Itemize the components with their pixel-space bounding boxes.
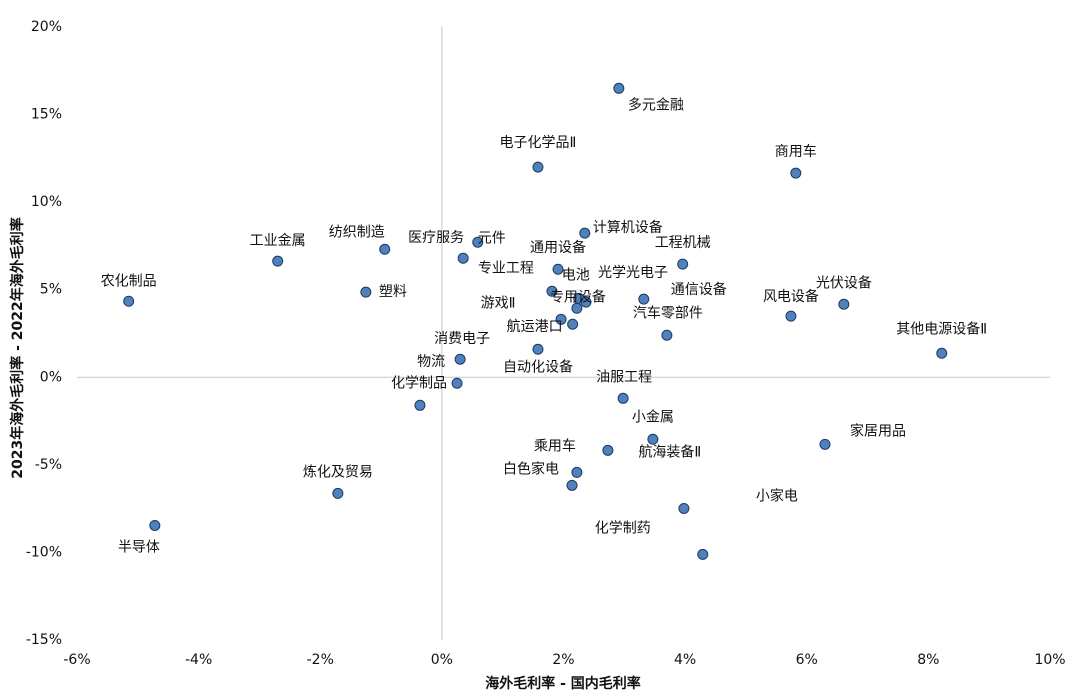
point xyxy=(552,263,564,275)
point-label: 自动化设备 xyxy=(503,358,573,375)
point xyxy=(567,318,579,330)
point xyxy=(661,329,673,341)
x-tick-label: 6% xyxy=(796,652,818,668)
point-label: 专业工程 xyxy=(478,260,534,276)
point xyxy=(532,161,544,173)
y-tick-label: 10% xyxy=(31,194,62,210)
point xyxy=(332,487,344,499)
point xyxy=(272,255,284,267)
y-tick-label: 5% xyxy=(40,282,62,298)
point-label: 计算机设备 xyxy=(593,219,663,236)
point xyxy=(838,298,850,310)
point xyxy=(451,377,463,389)
y-tick-label: -15% xyxy=(26,632,62,648)
point-label: 小金属 xyxy=(632,409,674,425)
y-tick-label: 15% xyxy=(31,107,62,123)
point-label: 多元金融 xyxy=(628,96,684,113)
point-label: 专用设备 xyxy=(550,288,606,305)
point-label: 炼化及贸易 xyxy=(303,464,373,480)
point xyxy=(360,286,372,298)
point-label: 化学制品 xyxy=(391,375,447,391)
point-label: 风电设备 xyxy=(763,288,819,305)
point-label: 电子化学品Ⅱ xyxy=(500,135,577,151)
point-label: 消费电子 xyxy=(434,331,490,347)
point-label: 游戏Ⅱ xyxy=(481,295,516,311)
point-label: 半导体 xyxy=(118,539,160,555)
point xyxy=(638,293,650,305)
point xyxy=(555,313,567,325)
y-tick-label: -10% xyxy=(26,544,62,560)
point xyxy=(613,82,625,94)
point-label: 工业金属 xyxy=(250,233,306,249)
x-tick-label: 10% xyxy=(1034,652,1065,668)
point xyxy=(414,399,426,411)
point-label: 光伏设备 xyxy=(816,274,872,291)
point-label: 乘用车 xyxy=(534,437,576,454)
point-label: 通用设备 xyxy=(530,239,586,256)
point xyxy=(532,343,544,355)
point-label: 化学制药 xyxy=(595,520,651,536)
point-label: 其他电源设备Ⅱ xyxy=(896,320,987,337)
point xyxy=(546,285,558,297)
x-tick-label: -2% xyxy=(307,652,334,668)
point xyxy=(457,252,469,264)
y-tick-label: 0% xyxy=(40,369,62,385)
point xyxy=(123,295,135,307)
point-label: 医疗服务 xyxy=(408,230,464,246)
point xyxy=(379,243,391,255)
x-tick-label: 8% xyxy=(917,652,939,668)
point-label: 电池 xyxy=(562,267,590,283)
point-label: 小家电 xyxy=(756,487,798,504)
point-label: 白色家电 xyxy=(503,460,559,477)
point xyxy=(571,302,583,314)
point xyxy=(677,258,689,270)
y-tick-label: -5% xyxy=(35,457,62,473)
point xyxy=(647,433,659,445)
x-tick-label: -4% xyxy=(185,652,212,668)
x-tick-label: 2% xyxy=(552,652,574,668)
x-tick-label: -6% xyxy=(63,652,90,668)
point xyxy=(454,353,466,365)
point xyxy=(697,548,709,560)
y-axis-title: 2023年海外毛利率 - 2022年海外毛利率 xyxy=(9,217,26,479)
point-label: 通信设备 xyxy=(671,281,727,298)
point xyxy=(602,444,614,456)
point xyxy=(472,236,484,248)
point-label: 工程机械 xyxy=(655,235,711,251)
point-label: 汽车零部件 xyxy=(633,304,703,321)
point xyxy=(571,466,583,478)
y-tick-label: 20% xyxy=(31,19,62,35)
point xyxy=(819,438,831,450)
point-label: 商用车 xyxy=(775,143,817,160)
point-label: 农化制品 xyxy=(101,273,157,289)
point xyxy=(678,502,690,514)
point xyxy=(617,392,629,404)
point xyxy=(579,227,591,239)
point xyxy=(785,310,797,322)
point-label: 油服工程 xyxy=(596,369,652,385)
point-label: 塑料 xyxy=(379,284,407,300)
point xyxy=(936,347,948,359)
x-axis-title: 海外毛利率 - 国内毛利率 xyxy=(485,675,641,692)
point-label: 航运港口 xyxy=(507,319,563,335)
point-label: 元件 xyxy=(478,230,506,246)
point-label: 家居用品 xyxy=(850,422,906,439)
point xyxy=(580,296,592,308)
point xyxy=(149,519,161,531)
point xyxy=(790,167,802,179)
point-label: 物流 xyxy=(417,354,445,370)
x-tick-label: 0% xyxy=(431,652,453,668)
point-label: 光学光电子 xyxy=(598,265,668,281)
point xyxy=(566,479,578,491)
x-tick-label: 4% xyxy=(674,652,696,668)
point-label: 纺织制造 xyxy=(329,224,385,240)
point-label: 航海装备Ⅱ xyxy=(638,443,701,460)
